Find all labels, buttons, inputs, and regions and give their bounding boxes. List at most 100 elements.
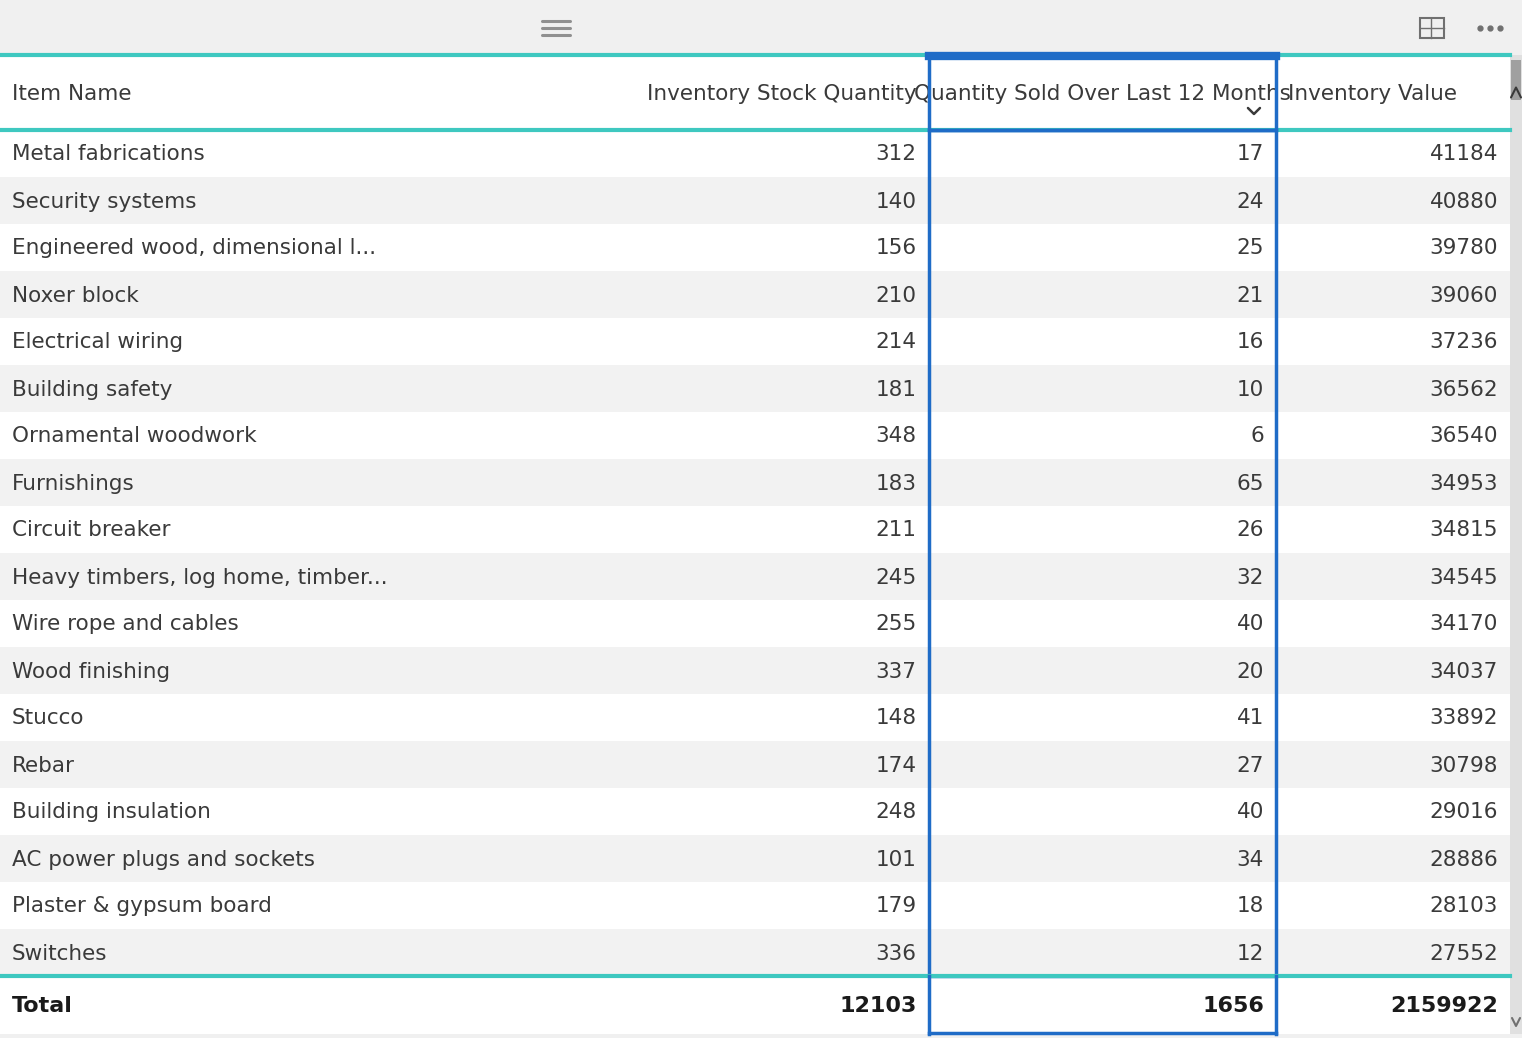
Text: AC power plugs and sockets: AC power plugs and sockets	[12, 849, 315, 870]
Text: Switches: Switches	[12, 944, 108, 963]
Text: 255: 255	[875, 614, 916, 634]
Text: 30798: 30798	[1429, 756, 1498, 775]
Text: 156: 156	[875, 239, 916, 258]
Bar	[928, 130, 1275, 976]
Text: 41: 41	[1236, 709, 1263, 729]
Bar	[1510, 55, 1522, 1034]
Text: 28886: 28886	[1429, 849, 1498, 870]
Bar	[0, 365, 1510, 412]
Text: 248: 248	[875, 802, 916, 822]
Text: 24: 24	[1236, 191, 1263, 212]
Bar	[0, 318, 1510, 365]
Bar	[0, 506, 1510, 553]
Bar	[0, 55, 1510, 130]
Bar	[1511, 60, 1520, 100]
Text: Inventory Value: Inventory Value	[1288, 84, 1457, 105]
Text: 29016: 29016	[1429, 802, 1498, 822]
Text: 312: 312	[875, 144, 916, 164]
Text: Ornamental woodwork: Ornamental woodwork	[12, 427, 257, 446]
Text: Electrical wiring: Electrical wiring	[12, 332, 183, 353]
Text: 18: 18	[1236, 897, 1263, 917]
Bar	[928, 55, 1275, 130]
Text: Furnishings: Furnishings	[12, 473, 135, 493]
Bar	[0, 130, 1510, 177]
Text: 34170: 34170	[1429, 614, 1498, 634]
Text: 337: 337	[875, 661, 916, 682]
Text: 12: 12	[1236, 944, 1263, 963]
Bar	[0, 788, 1510, 835]
Bar	[0, 835, 1510, 882]
Text: 37236: 37236	[1429, 332, 1498, 353]
Text: Rebar: Rebar	[12, 756, 75, 775]
Text: 40: 40	[1236, 802, 1263, 822]
Text: 34815: 34815	[1429, 520, 1498, 541]
Text: 16: 16	[1236, 332, 1263, 353]
Text: 183: 183	[875, 473, 916, 493]
Bar	[0, 600, 1510, 647]
Text: 336: 336	[875, 944, 916, 963]
Text: 26: 26	[1236, 520, 1263, 541]
Text: 28103: 28103	[1429, 897, 1498, 917]
Text: 34: 34	[1236, 849, 1263, 870]
Text: 36540: 36540	[1429, 427, 1498, 446]
Bar	[0, 271, 1510, 318]
Text: Wire rope and cables: Wire rope and cables	[12, 614, 239, 634]
Text: Item Name: Item Name	[12, 84, 131, 105]
Text: 181: 181	[875, 380, 916, 400]
Bar	[0, 553, 1510, 600]
Text: 12103: 12103	[839, 996, 916, 1016]
Text: Circuit breaker: Circuit breaker	[12, 520, 170, 541]
Text: 34953: 34953	[1429, 473, 1498, 493]
Text: Metal fabrications: Metal fabrications	[12, 144, 205, 164]
Text: 211: 211	[875, 520, 916, 541]
Text: Noxer block: Noxer block	[12, 285, 139, 305]
Text: Wood finishing: Wood finishing	[12, 661, 170, 682]
Text: Plaster & gypsum board: Plaster & gypsum board	[12, 897, 272, 917]
Text: 1656: 1656	[1202, 996, 1263, 1016]
Text: 21: 21	[1236, 285, 1263, 305]
Text: Quantity Sold Over Last 12 Months: Quantity Sold Over Last 12 Months	[913, 84, 1291, 105]
Text: 40: 40	[1236, 614, 1263, 634]
Text: 39060: 39060	[1429, 285, 1498, 305]
Text: 34037: 34037	[1429, 661, 1498, 682]
Text: 148: 148	[875, 709, 916, 729]
Text: 2159922: 2159922	[1390, 996, 1498, 1016]
Text: 40880: 40880	[1429, 191, 1498, 212]
Bar	[0, 741, 1510, 788]
Text: 348: 348	[875, 427, 916, 446]
Text: 174: 174	[875, 756, 916, 775]
Text: 20: 20	[1236, 661, 1263, 682]
Text: 10: 10	[1237, 380, 1263, 400]
Text: 36562: 36562	[1429, 380, 1498, 400]
Text: Engineered wood, dimensional l...: Engineered wood, dimensional l...	[12, 239, 376, 258]
Text: 39780: 39780	[1429, 239, 1498, 258]
Bar	[0, 694, 1510, 741]
Text: 6: 6	[1250, 427, 1263, 446]
Bar	[0, 0, 1522, 55]
Text: 34545: 34545	[1429, 568, 1498, 588]
Text: 214: 214	[875, 332, 916, 353]
Text: Building insulation: Building insulation	[12, 802, 212, 822]
Bar	[1420, 18, 1444, 37]
Bar	[0, 177, 1510, 224]
Text: 140: 140	[875, 191, 916, 212]
Text: 25: 25	[1236, 239, 1263, 258]
Text: Security systems: Security systems	[12, 191, 196, 212]
Text: 101: 101	[875, 849, 916, 870]
Bar	[0, 459, 1510, 506]
Text: 210: 210	[875, 285, 916, 305]
Bar	[0, 647, 1510, 694]
Text: 179: 179	[875, 897, 916, 917]
Text: Inventory Stock Quantity: Inventory Stock Quantity	[647, 84, 916, 105]
Bar	[0, 976, 1510, 1034]
Text: 41184: 41184	[1429, 144, 1498, 164]
Text: Total: Total	[12, 996, 73, 1016]
Text: 27552: 27552	[1429, 944, 1498, 963]
Text: 32: 32	[1236, 568, 1263, 588]
Text: 33892: 33892	[1429, 709, 1498, 729]
Text: 17: 17	[1236, 144, 1263, 164]
Text: Heavy timbers, log home, timber...: Heavy timbers, log home, timber...	[12, 568, 388, 588]
Text: 27: 27	[1236, 756, 1263, 775]
Bar	[0, 224, 1510, 271]
Bar	[0, 929, 1510, 976]
